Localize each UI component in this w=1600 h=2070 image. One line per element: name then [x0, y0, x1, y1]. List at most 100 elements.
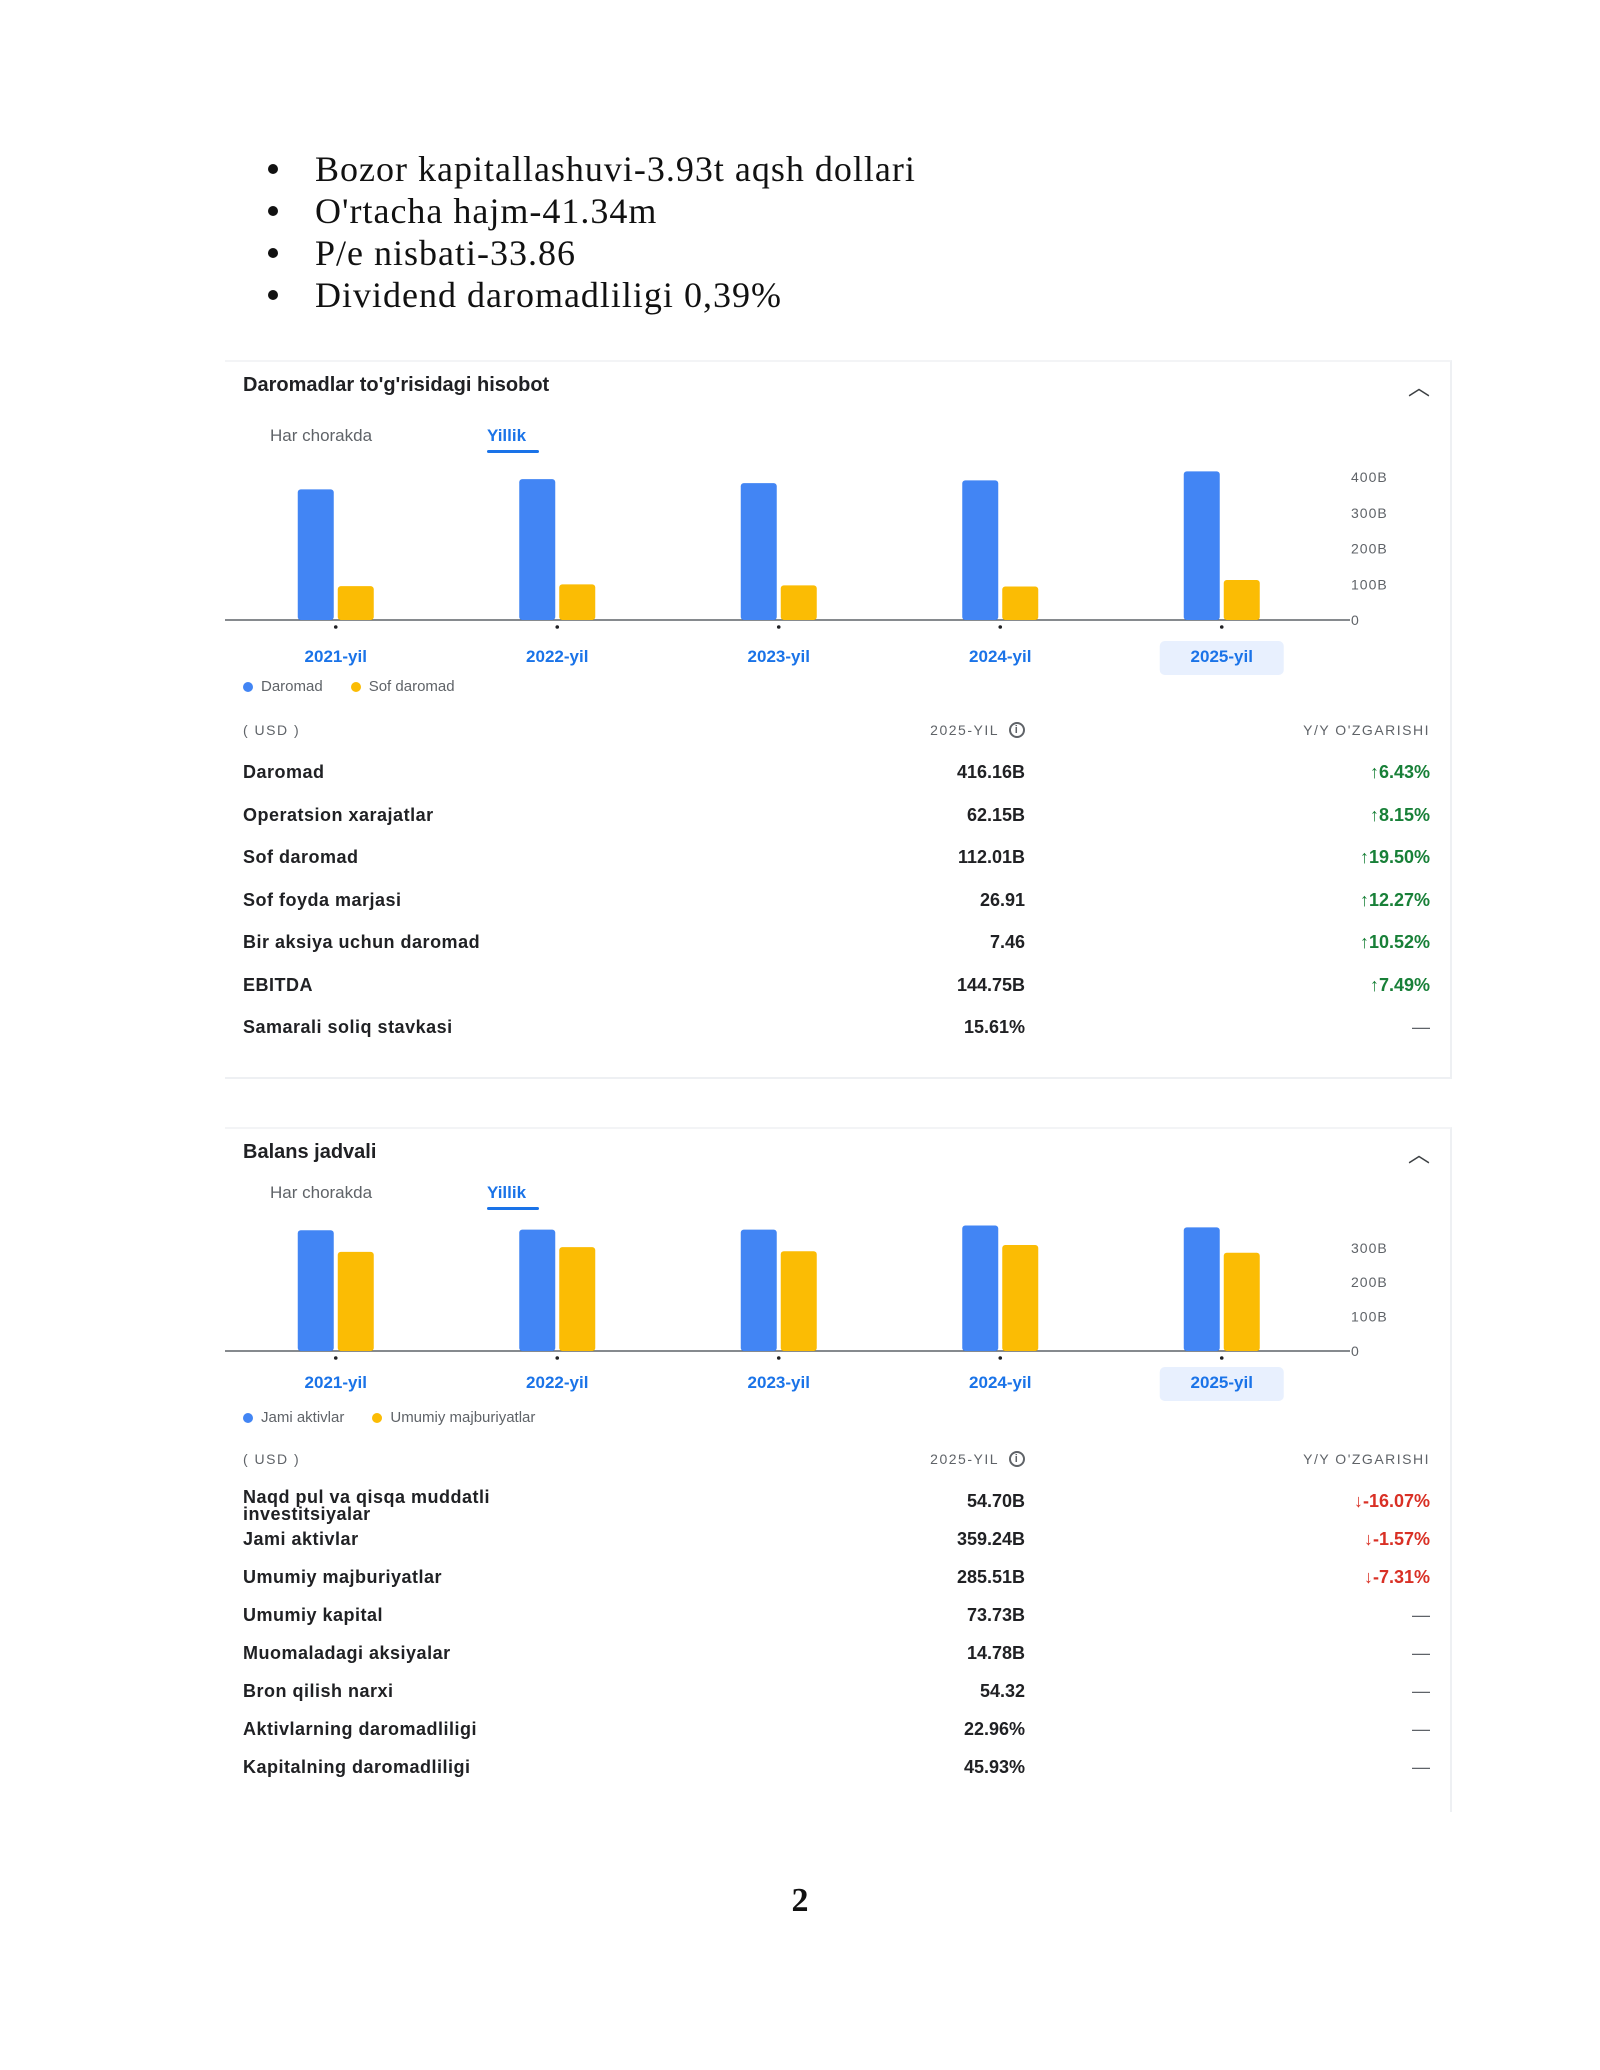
x-tick-label: 2023-yil [748, 647, 810, 666]
info-icon[interactable]: i [1009, 722, 1025, 738]
row-label: EBITDA [243, 974, 313, 995]
row-value: 7.46 [989, 932, 1025, 952]
row-value: 14.78B [966, 1643, 1025, 1663]
table-row: Daromad 416.16B ↑6.43% [243, 762, 1430, 805]
row-label: Jami aktivlar [243, 1529, 359, 1549]
chevron-up-icon[interactable]: ︿ [1407, 375, 1430, 400]
row-value: 285.51B [956, 1567, 1025, 1587]
bar-blue-2022-yil [519, 1229, 556, 1351]
row-label: Kapitalning daromadliligi [243, 1757, 471, 1777]
row-change: ↓-7.31% [1363, 1567, 1430, 1587]
change-header: Y/Y O'ZGARISHI [1303, 1451, 1430, 1467]
income-chart-legend: Daromad Sof daromad [243, 678, 455, 695]
period-header: 2025-YIL i [930, 1451, 1025, 1467]
tab-annual[interactable]: Yillik [487, 426, 527, 445]
balance-table: Naqd pul va qisqa muddatli investitsiyal… [243, 1487, 1430, 1795]
stat-avg-volume: O'rtacha hajm-41.34m [265, 190, 916, 232]
stat-pe-ratio: P/e nisbati-33.86 [265, 232, 916, 274]
legend-item-total-liabilities: Umumiy majburiyatlar [372, 1409, 535, 1426]
legend-item-total-assets: Jami aktivlar [243, 1409, 344, 1426]
unit-label: ( USD ) [243, 722, 301, 738]
change-header: Y/Y O'ZGARISHI [1303, 722, 1430, 738]
balance-chart-legend: Jami aktivlar Umumiy majburiyatlar [243, 1409, 535, 1426]
y-tick-label: 100B [1351, 1309, 1388, 1325]
income-statement-card: Daromadlar to'g'risidagi hisobot ︿ Har c… [225, 360, 1452, 1079]
x-tick-dot [555, 1356, 560, 1360]
x-tick-label: 2021-yil [305, 647, 367, 666]
row-label: Umumiy majburiyatlar [243, 1567, 443, 1587]
chevron-up-icon[interactable]: ︿ [1407, 1142, 1430, 1167]
row-value: 15.61% [963, 1017, 1025, 1037]
x-tick-label: 2022-yil [526, 1373, 588, 1392]
table-row: Muomaladagi aksiyalar 14.78B — [243, 1643, 1430, 1681]
bar-yellow-2022-yil [559, 584, 596, 620]
bar-yellow-2025-yil [1223, 1252, 1260, 1351]
row-change: ↑10.52% [1359, 932, 1430, 952]
table-row: Aktivlarning daromadliligi 22.96% — [243, 1719, 1430, 1757]
bar-blue-2025-yil [1183, 1227, 1220, 1351]
row-label: Muomaladagi aksiyalar [243, 1643, 451, 1663]
info-icon[interactable]: i [1009, 1451, 1025, 1467]
table-row: Umumiy majburiyatlar 285.51B ↓-7.31% [243, 1567, 1430, 1605]
x-tick-dot [776, 625, 781, 629]
row-value: 54.32 [979, 1681, 1025, 1701]
x-tick-dot [333, 1356, 338, 1360]
y-tick-label: 300B [1351, 1240, 1388, 1256]
period-header: 2025-YIL i [930, 722, 1025, 738]
table-row: Umumiy kapital 73.73B — [243, 1605, 1430, 1643]
row-label: Bron qilish narxi [243, 1681, 394, 1701]
row-value: 144.75B [956, 974, 1025, 995]
row-label: Daromad [243, 762, 325, 782]
row-value: 62.15B [966, 804, 1025, 825]
x-tick-label: 2024-yil [969, 1373, 1031, 1392]
legend-swatch-yellow [350, 681, 361, 692]
row-label: Sof foyda marjasi [243, 889, 402, 910]
key-stats-list: Bozor kapitallashuvi-3.93t aqsh dollari … [265, 148, 916, 316]
legend-swatch-yellow [372, 1412, 383, 1423]
row-change: ↑8.15% [1369, 804, 1430, 825]
selected-year-highlight [1159, 641, 1284, 675]
bar-yellow-2021-yil [337, 1251, 374, 1351]
x-tick-dot [1219, 1356, 1224, 1360]
page-number: 2 [791, 1882, 809, 1919]
row-change: — [1412, 1605, 1430, 1625]
y-tick-label: 400B [1351, 469, 1388, 485]
active-tab-indicator [487, 450, 539, 453]
legend-swatch-blue [243, 1412, 253, 1423]
bar-yellow-2023-yil [780, 1251, 817, 1351]
row-label: Sof daromad [243, 847, 359, 867]
row-value: 54.70B [966, 1491, 1025, 1511]
legend-item-revenue: Daromad [243, 678, 323, 695]
table-row: Jami aktivlar 359.24B ↓-1.57% [243, 1529, 1430, 1567]
row-value: 73.73B [966, 1605, 1025, 1625]
balance-sheet-card: Balans jadvali ︿ Har chorakda Yillik 202… [225, 1127, 1452, 1812]
income-chart: 2021-yil 2022-yil 2023-yil 2024-yil 2025-yil… [225, 469, 1388, 675]
row-value: 359.24B [956, 1529, 1025, 1549]
row-change: — [1412, 1719, 1430, 1739]
table-row: Samarali soliq stavkasi 15.61% — [243, 1017, 1430, 1060]
x-tick-dot [333, 625, 338, 629]
bar-blue-2024-yil [962, 1225, 999, 1351]
tab-quarterly[interactable]: Har chorakda [270, 426, 373, 445]
x-tick-dot [998, 625, 1003, 629]
row-label: Operatsion xarajatlar [243, 804, 434, 825]
bar-yellow-2022-yil [559, 1247, 596, 1351]
y-tick-label: 0 [1351, 612, 1360, 628]
x-tick-label: 2021-yil [305, 1373, 367, 1392]
row-label: Naqd pul va qisqa muddatli investitsiyal… [243, 1487, 491, 1524]
bar-yellow-2025-yil [1223, 579, 1260, 620]
tab-quarterly[interactable]: Har chorakda [270, 1183, 373, 1202]
y-tick-label: 200B [1351, 1274, 1388, 1290]
bar-yellow-2024-yil [1002, 1245, 1039, 1351]
bar-blue-2021-yil [297, 489, 334, 620]
tab-annual[interactable]: Yillik [487, 1183, 527, 1202]
x-tick-label: 2025-yil [1191, 1373, 1253, 1392]
row-label: Aktivlarning daromadliligi [243, 1719, 478, 1739]
active-tab-indicator [487, 1207, 539, 1210]
x-tick-label: 2024-yil [969, 647, 1031, 666]
y-tick-label: 200B [1351, 541, 1388, 557]
selected-year-highlight [1159, 1367, 1284, 1401]
table-row: Bir aksiya uchun daromad 7.46 ↑10.52% [243, 932, 1430, 975]
x-tick-dot [1219, 625, 1224, 629]
row-change: ↓-16.07% [1353, 1491, 1430, 1511]
